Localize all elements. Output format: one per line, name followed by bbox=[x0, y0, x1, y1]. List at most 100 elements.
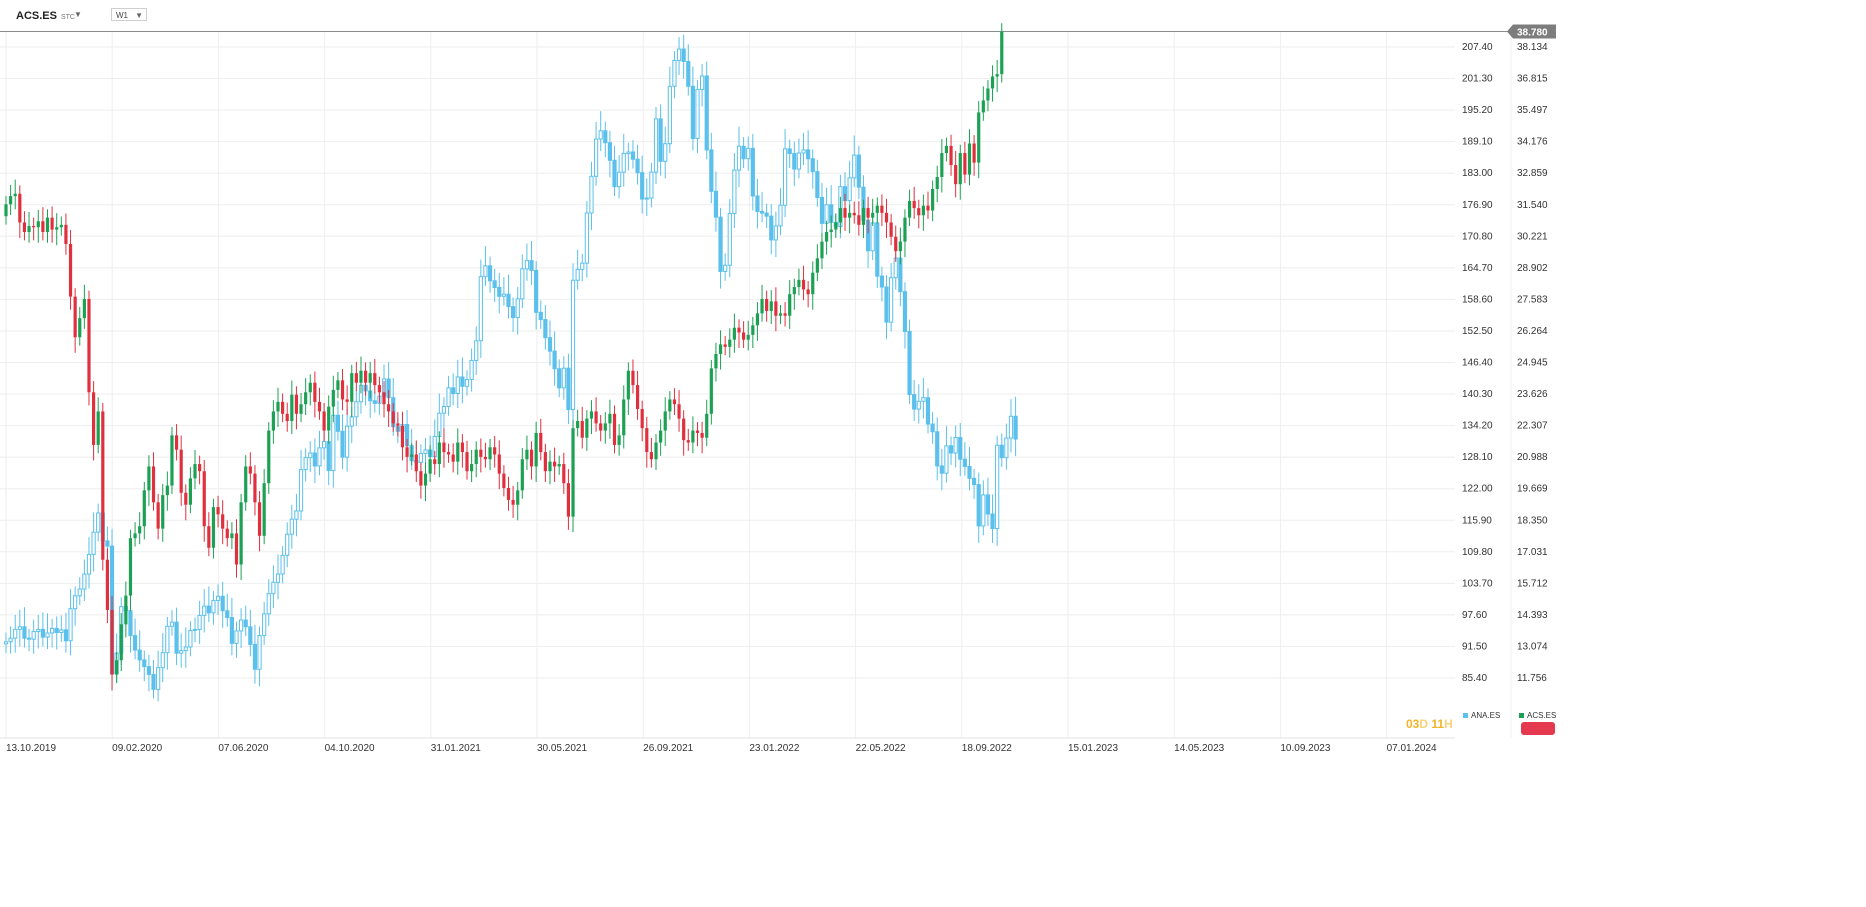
acs-candle-body bbox=[304, 392, 308, 405]
acs-candle-body bbox=[285, 413, 289, 421]
acs-candle-body bbox=[903, 217, 907, 242]
ana-candle-body bbox=[584, 212, 589, 264]
acs-candle-body bbox=[327, 406, 331, 431]
ana-candle-body bbox=[566, 367, 571, 411]
left-axis-tick-label: 85.40 bbox=[1462, 673, 1487, 684]
right-axis-tick-label: 17.031 bbox=[1517, 547, 1548, 558]
acs-candle-body bbox=[64, 224, 68, 244]
symbol-dropdown-icon[interactable]: ▼ bbox=[74, 10, 82, 19]
ana-candle-body bbox=[819, 197, 825, 224]
ana-candle-body bbox=[474, 340, 479, 361]
ana-candle-body bbox=[612, 159, 617, 188]
symbol-selector[interactable]: ACS.ES STC bbox=[16, 10, 75, 22]
acs-candle-body bbox=[456, 442, 460, 462]
legend-swatch bbox=[1463, 713, 1468, 719]
acs-candle-body bbox=[96, 411, 100, 445]
ana-candle-body bbox=[77, 588, 82, 597]
ana-candle-body bbox=[773, 225, 778, 241]
acs-candle-body bbox=[746, 334, 750, 340]
ana-candle-body bbox=[312, 452, 317, 467]
ana-candle-body bbox=[137, 649, 142, 661]
ana-candle-body bbox=[63, 629, 69, 642]
ana-candle-body bbox=[308, 452, 313, 459]
acs-candle-body bbox=[631, 370, 635, 386]
acs-candle-body bbox=[742, 332, 746, 340]
acs-candle-body bbox=[373, 373, 377, 386]
acs-candle-body bbox=[350, 373, 354, 402]
acs-candle-body bbox=[78, 318, 82, 338]
ana-candle-body bbox=[621, 153, 626, 173]
countdown-hours: 11 bbox=[1431, 717, 1445, 731]
ana-candle-body bbox=[257, 635, 262, 670]
acs-candle-body bbox=[493, 447, 497, 455]
ana-candle-body bbox=[423, 449, 428, 455]
legend-swatch bbox=[1519, 713, 1524, 719]
ana-candle-body bbox=[935, 431, 940, 467]
acs-candle-body bbox=[18, 193, 22, 223]
acs-candle-body bbox=[797, 279, 801, 288]
ana-candle-body bbox=[630, 151, 636, 160]
ana-candle-body bbox=[91, 531, 96, 555]
ana-candle-body bbox=[280, 554, 285, 575]
left-axis-tick-label: 207.40 bbox=[1462, 42, 1493, 53]
ana-candle-body bbox=[995, 444, 1000, 530]
ana-candle-body bbox=[755, 195, 760, 212]
ana-candle-body bbox=[981, 494, 986, 527]
acs-candle-body bbox=[626, 370, 630, 400]
acs-candle-body bbox=[594, 411, 598, 424]
ana-candle-body bbox=[570, 279, 576, 411]
acs-candle-body bbox=[566, 483, 571, 517]
ana-candle-body bbox=[746, 147, 751, 160]
legend-item-acs[interactable]: ACS.ES bbox=[1519, 711, 1556, 720]
ana-candle-body bbox=[944, 445, 949, 474]
ana-candle-body bbox=[252, 643, 258, 670]
ana-candle-body bbox=[801, 149, 806, 154]
ana-candle-body bbox=[174, 621, 179, 654]
acs-candle-body bbox=[645, 428, 649, 453]
countdown-days: 03 bbox=[1406, 717, 1420, 731]
acs-candle-body bbox=[50, 217, 54, 230]
ana-candle-body bbox=[985, 494, 991, 515]
legend-item-ana[interactable]: ANA.ES bbox=[1463, 711, 1500, 720]
acs-candle-body bbox=[622, 399, 626, 436]
acs-candle-body bbox=[995, 74, 999, 77]
ana-candle-body bbox=[262, 613, 267, 637]
acs-candle-body bbox=[225, 528, 229, 539]
ana-candle-body bbox=[506, 293, 511, 308]
x-axis-tick-label: 22.05.2022 bbox=[856, 743, 906, 754]
acs-candle-body bbox=[617, 435, 621, 445]
ana-candle-body bbox=[690, 85, 695, 140]
x-axis-tick-label: 26.09.2021 bbox=[643, 743, 693, 754]
ana-candle-body bbox=[962, 458, 967, 467]
ana-candle-body bbox=[183, 646, 188, 652]
right-axis-tick-label: 14.393 bbox=[1517, 610, 1548, 621]
ana-candle-body bbox=[8, 637, 13, 643]
ana-candle-body bbox=[179, 650, 184, 654]
acs-candle-body bbox=[32, 226, 36, 228]
legend-label: ANA.ES bbox=[1471, 711, 1501, 720]
acs-candle-body bbox=[557, 464, 561, 467]
acs-candle-body bbox=[714, 354, 718, 369]
remove-overlay-button[interactable] bbox=[1521, 722, 1555, 735]
acs-candle-body bbox=[705, 413, 709, 438]
timeframe-dropdown[interactable]: W1 ▼ bbox=[111, 8, 147, 21]
legend-label: ACS.ES bbox=[1527, 711, 1557, 720]
right-axis-tick-label: 32.859 bbox=[1517, 168, 1548, 179]
acs-candle-body bbox=[599, 423, 603, 431]
ana-candle-body bbox=[160, 652, 165, 669]
acs-candle-body bbox=[612, 413, 617, 445]
right-axis-tick-label: 20.988 bbox=[1517, 452, 1548, 463]
ana-candle-body bbox=[741, 145, 746, 160]
right-axis-tick-label: 26.264 bbox=[1517, 326, 1548, 337]
acs-candle-body bbox=[686, 440, 690, 443]
acs-candle-body bbox=[428, 459, 432, 474]
acs-candle-body bbox=[940, 153, 944, 177]
right-axis-tick-label: 18.350 bbox=[1517, 515, 1548, 526]
ana-candle-body bbox=[663, 143, 668, 162]
ana-candle-body bbox=[1004, 437, 1009, 459]
ana-candle-body bbox=[451, 387, 456, 395]
x-axis-tick-label: 31.01.2021 bbox=[431, 743, 481, 754]
ana-candle-body bbox=[617, 171, 622, 188]
ana-candle-body bbox=[460, 376, 465, 387]
